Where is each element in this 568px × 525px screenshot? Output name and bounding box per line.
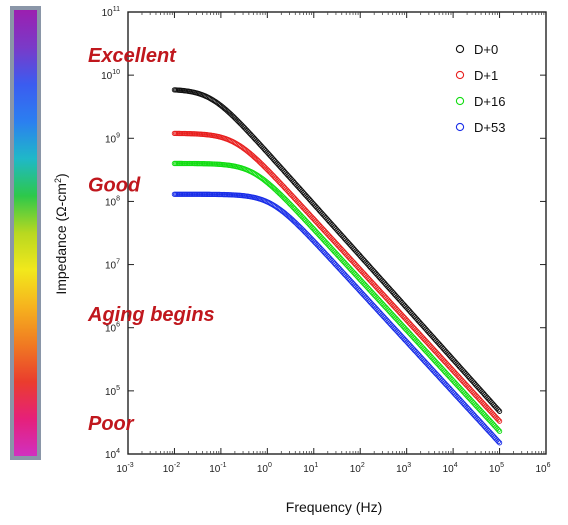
y-tick-label: 1011 <box>102 6 120 19</box>
legend-label: D+53 <box>474 120 505 135</box>
data-point <box>495 427 501 433</box>
y-tick-label: 104 <box>105 448 120 461</box>
series-d-16 <box>171 160 503 434</box>
data-point <box>496 418 503 424</box>
axis-ticks: 10-3 10-2 10-1 100 101 102 103 104 105 106 104 105 1… <box>101 6 551 475</box>
series-d-53 <box>171 191 503 446</box>
data-curves <box>171 87 503 446</box>
x-tick-label: 103 <box>396 462 411 475</box>
y-tick-label: 108 <box>105 195 120 208</box>
legend-marker <box>455 122 465 132</box>
data-point <box>495 407 501 413</box>
data-point <box>496 428 503 434</box>
colorbar-gradient <box>14 10 37 456</box>
plot-frame <box>127 11 547 455</box>
quality-label: Excellent <box>88 45 177 67</box>
quality-annotations: Excellent Good Aging begins Poor <box>87 45 215 435</box>
x-tick-label: 104 <box>443 462 458 475</box>
x-tick-label: 106 <box>535 462 550 475</box>
legend: D+0 D+1 D+16 D+53 <box>455 42 505 135</box>
quality-label: Aging begins <box>87 304 215 326</box>
legend-marker <box>455 70 465 80</box>
y-tick-label: 109 <box>105 132 120 145</box>
y-tick-label: 106 <box>105 322 120 335</box>
x-tick-label: 100 <box>257 462 272 475</box>
legend-label: D+1 <box>474 68 498 83</box>
x-tick-label: 10-1 <box>209 462 226 475</box>
legend-marker <box>455 96 465 106</box>
x-tick-label: 10-3 <box>116 462 133 475</box>
legend-label: D+16 <box>474 94 505 109</box>
y-axis-label: Impedance (Ω-cm2) <box>53 173 69 294</box>
y-tick-label: 105 <box>105 385 120 398</box>
y-tick-label: 1010 <box>101 69 120 82</box>
x-tick-label: 10-2 <box>163 462 180 475</box>
quality-label: Good <box>88 174 141 196</box>
x-axis-label: Frequency (Hz) <box>286 499 382 515</box>
data-point <box>496 440 503 446</box>
data-point <box>496 408 503 414</box>
series-d-1 <box>171 130 503 424</box>
legend-label: D+0 <box>474 42 498 57</box>
data-point <box>495 417 501 423</box>
legend-marker <box>455 44 465 54</box>
x-tick-label: 105 <box>489 462 504 475</box>
y-tick-label: 107 <box>105 259 120 272</box>
data-point <box>495 438 501 445</box>
quality-label: Poor <box>88 413 135 435</box>
x-tick-label: 102 <box>350 462 365 475</box>
colorbar <box>10 6 41 460</box>
series-d-0 <box>171 87 503 414</box>
x-tick-label: 101 <box>303 462 318 475</box>
